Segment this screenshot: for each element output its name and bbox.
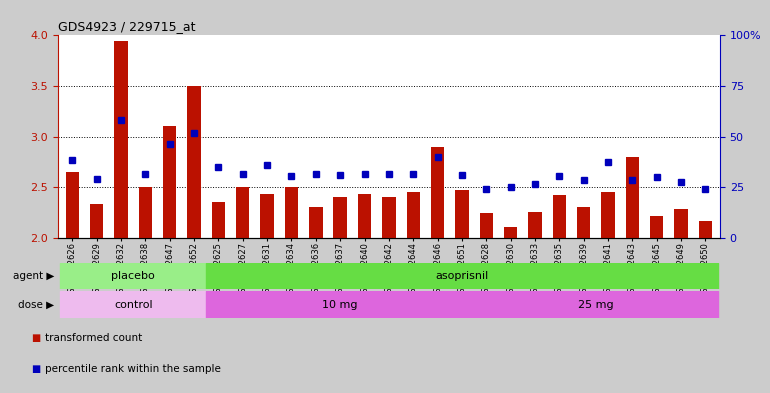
Text: agent ▶: agent ▶ <box>12 271 54 281</box>
Text: 10 mg: 10 mg <box>323 299 358 310</box>
Bar <box>650 215 663 238</box>
Bar <box>431 147 444 238</box>
Bar <box>206 291 474 318</box>
Text: transformed count: transformed count <box>45 333 142 343</box>
Bar <box>504 227 517 238</box>
Bar <box>163 127 176 238</box>
Bar <box>553 195 566 238</box>
Bar <box>236 187 249 238</box>
Bar <box>577 208 591 238</box>
Bar <box>206 263 718 289</box>
Bar <box>212 202 225 238</box>
Bar <box>60 291 206 318</box>
Text: GDS4923 / 229715_at: GDS4923 / 229715_at <box>58 20 196 33</box>
Bar <box>455 190 469 238</box>
Text: placebo: placebo <box>112 271 155 281</box>
Text: control: control <box>114 299 152 310</box>
Bar <box>480 213 493 238</box>
Bar <box>601 192 614 238</box>
Bar <box>60 263 206 289</box>
Text: percentile rank within the sample: percentile rank within the sample <box>45 364 220 375</box>
Bar <box>407 192 420 238</box>
Text: 25 mg: 25 mg <box>578 299 614 310</box>
Bar <box>625 157 639 238</box>
Bar <box>528 213 541 238</box>
Text: ■: ■ <box>31 364 40 375</box>
Bar <box>675 209 688 238</box>
Bar <box>698 220 712 238</box>
Bar <box>260 194 274 238</box>
Bar <box>382 197 396 238</box>
Text: ■: ■ <box>31 333 40 343</box>
Bar <box>187 86 201 238</box>
Bar <box>90 204 103 238</box>
Bar <box>115 41 128 238</box>
Bar <box>65 172 79 238</box>
Bar <box>333 197 347 238</box>
Bar <box>285 187 298 238</box>
Bar <box>474 291 718 318</box>
Bar <box>309 208 323 238</box>
Text: asoprisnil: asoprisnil <box>435 271 488 281</box>
Bar <box>139 187 152 238</box>
Text: dose ▶: dose ▶ <box>18 299 54 310</box>
Bar <box>358 194 371 238</box>
